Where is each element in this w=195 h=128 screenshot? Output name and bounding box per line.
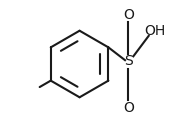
Text: O: O bbox=[123, 100, 134, 115]
Text: OH: OH bbox=[144, 24, 165, 38]
Text: S: S bbox=[124, 54, 133, 68]
Text: O: O bbox=[123, 8, 134, 22]
